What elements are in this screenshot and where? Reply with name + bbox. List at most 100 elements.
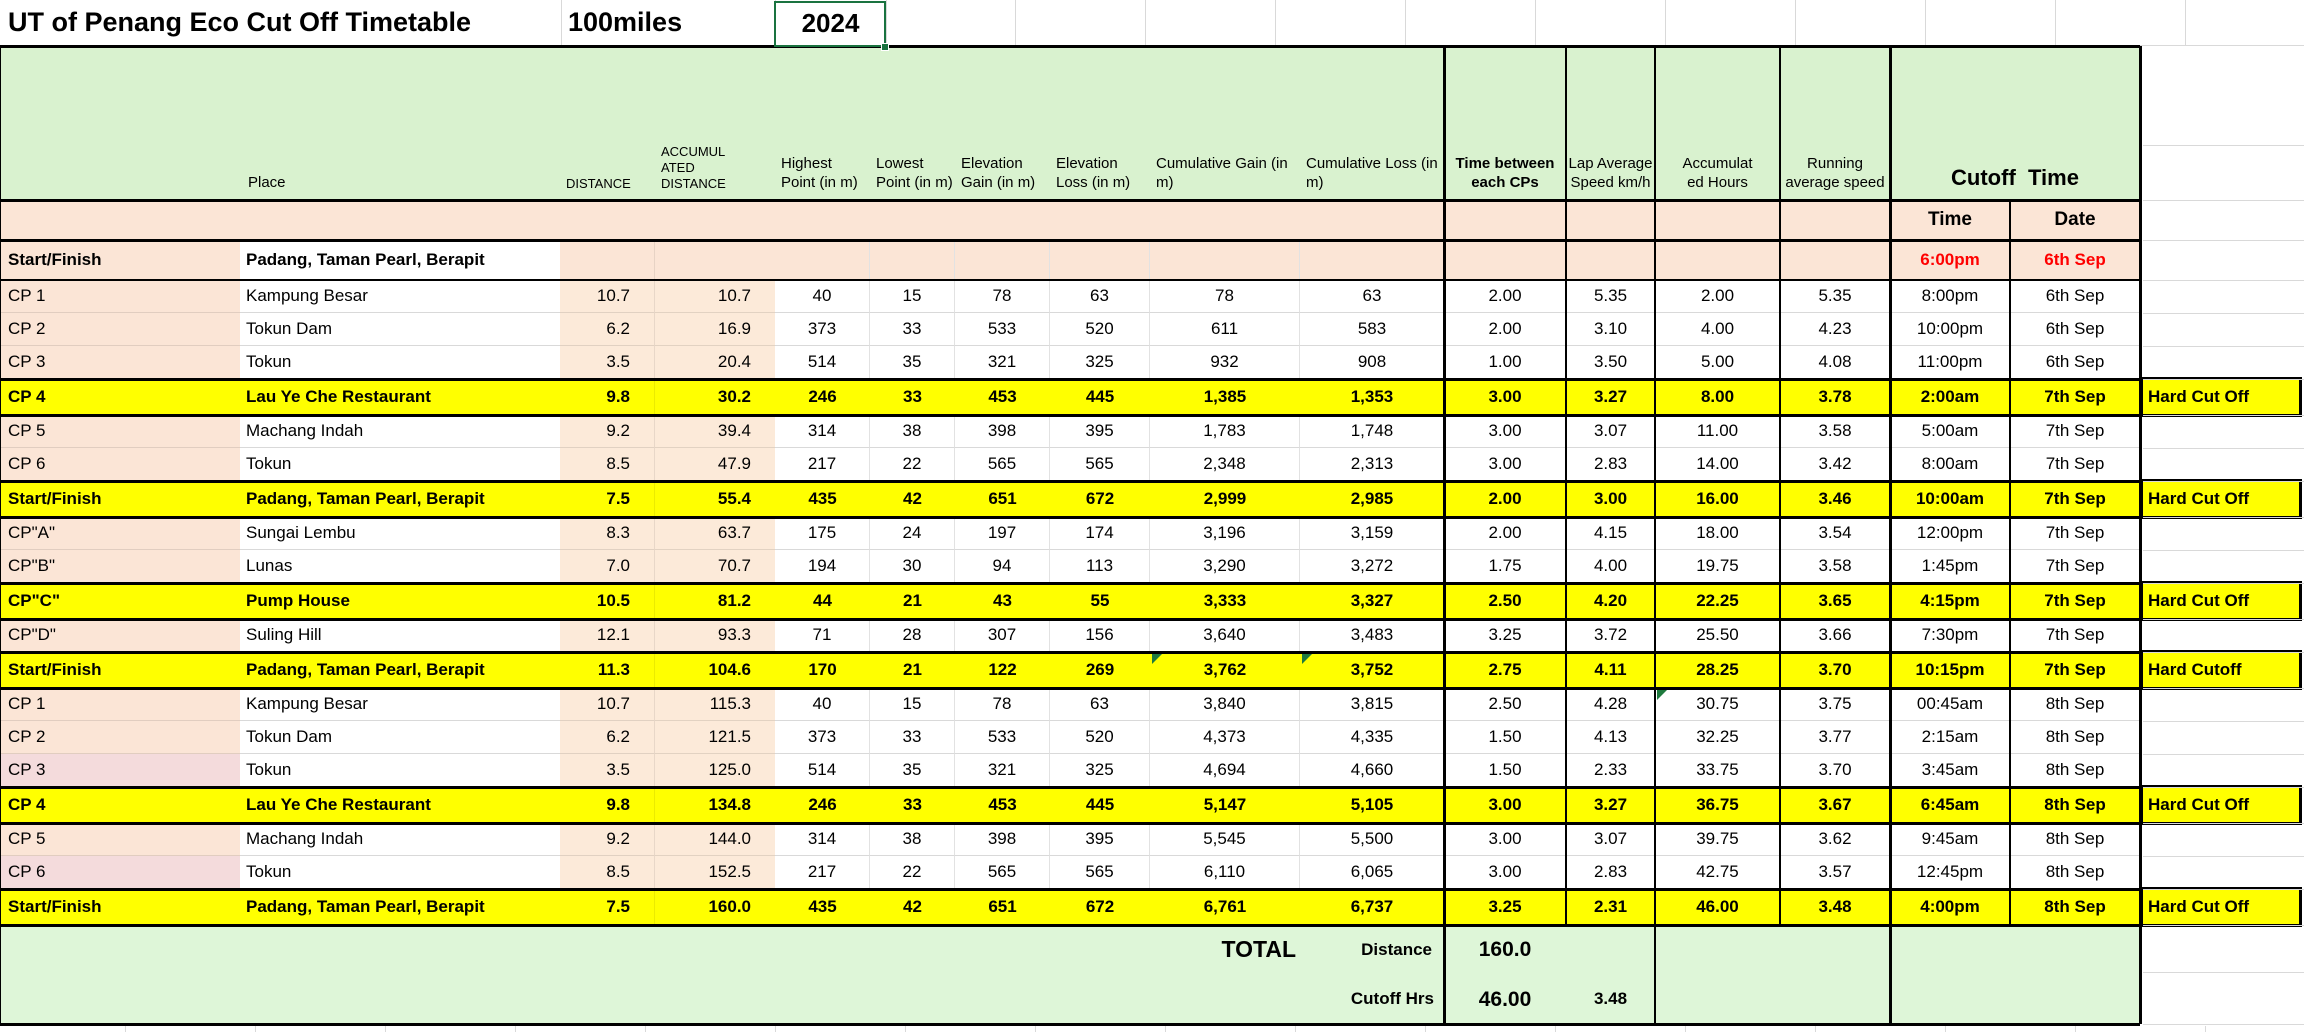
cell-r4-label[interactable]: CP 4 bbox=[0, 379, 240, 415]
cell-r15-cl[interactable]: 4,660 bbox=[1300, 754, 1444, 787]
subheader-time[interactable]: Time bbox=[1927, 208, 1972, 230]
cell-r3-tb[interactable]: 1.00 bbox=[1444, 346, 1566, 379]
cell-r6-d[interactable]: 8.5 bbox=[560, 448, 655, 481]
cell-r4-d[interactable]: 9.8 bbox=[560, 379, 655, 415]
cell-r16-ad[interactable]: 134.8 bbox=[655, 787, 775, 823]
cell-r2-t[interactable]: 10:00pm bbox=[1890, 313, 2010, 346]
cell-r10-tb[interactable]: 2.50 bbox=[1444, 583, 1566, 619]
cell-r16-ra[interactable]: 3.67 bbox=[1780, 787, 1890, 823]
cell-r10-ad[interactable]: 81.2 bbox=[655, 583, 775, 619]
cell-r3-place[interactable]: Tokun bbox=[240, 346, 560, 379]
cell-r5-hp[interactable]: 314 bbox=[775, 415, 870, 448]
cell-r14-hp[interactable]: 373 bbox=[775, 721, 870, 754]
cell-r4-cg[interactable]: 1,385 bbox=[1150, 379, 1300, 415]
cell-r1-lp[interactable]: 15 bbox=[870, 280, 955, 313]
cell-r9-cg[interactable]: 3,290 bbox=[1150, 550, 1300, 583]
cell-r8-cg[interactable]: 3,196 bbox=[1150, 517, 1300, 550]
cell-r19-lp[interactable]: 42 bbox=[870, 889, 955, 925]
cell-r3-lap[interactable]: 3.50 bbox=[1566, 346, 1655, 379]
cell-r19-eg[interactable]: 651 bbox=[955, 889, 1050, 925]
cell-r2-cl[interactable]: 583 bbox=[1300, 313, 1444, 346]
cell-r10-el[interactable]: 55 bbox=[1050, 583, 1150, 619]
cell-r7-ah[interactable]: 16.00 bbox=[1655, 481, 1780, 517]
cell-r1-d[interactable]: 10.7 bbox=[560, 280, 655, 313]
cell-r3-hp[interactable]: 514 bbox=[775, 346, 870, 379]
cell-r0-cg[interactable] bbox=[1150, 240, 1300, 280]
cell-r11-eg[interactable]: 307 bbox=[955, 619, 1050, 652]
cell-r15-ra[interactable]: 3.70 bbox=[1780, 754, 1890, 787]
cell-r17-hp[interactable]: 314 bbox=[775, 823, 870, 856]
cell-r19-ah[interactable]: 46.00 bbox=[1655, 889, 1780, 925]
cell-r13-ah[interactable]: 30.75 bbox=[1655, 688, 1780, 721]
cell-r6-ah[interactable]: 14.00 bbox=[1655, 448, 1780, 481]
cell-r13-ad[interactable]: 115.3 bbox=[655, 688, 775, 721]
header-elevation-loss[interactable]: Elevation Loss (in m) bbox=[1056, 155, 1131, 191]
cell-r15-eg[interactable]: 321 bbox=[955, 754, 1050, 787]
cell-r5-place[interactable]: Machang Indah bbox=[240, 415, 560, 448]
cell-r1-cl[interactable]: 63 bbox=[1300, 280, 1444, 313]
cell-r16-lp[interactable]: 33 bbox=[870, 787, 955, 823]
cell-r14-ra[interactable]: 3.77 bbox=[1780, 721, 1890, 754]
cell-r18-el[interactable]: 565 bbox=[1050, 856, 1150, 889]
cell-r19-tb[interactable]: 3.25 bbox=[1444, 889, 1566, 925]
cell-r11-cl[interactable]: 3,483 bbox=[1300, 619, 1444, 652]
cell-r10-d[interactable]: 10.5 bbox=[560, 583, 655, 619]
cell-r7-cl[interactable]: 2,985 bbox=[1300, 481, 1444, 517]
cell-r12-eg[interactable]: 122 bbox=[955, 652, 1050, 688]
hard-cutoff-cell[interactable]: Hard Cut Off bbox=[2140, 479, 2302, 519]
cell-r4-ad[interactable]: 30.2 bbox=[655, 379, 775, 415]
cell-r5-lp[interactable]: 38 bbox=[870, 415, 955, 448]
cell-r17-eg[interactable]: 398 bbox=[955, 823, 1050, 856]
cell-r4-tb[interactable]: 3.00 bbox=[1444, 379, 1566, 415]
cell-r9-t[interactable]: 1:45pm bbox=[1890, 550, 2010, 583]
cell-r16-ah[interactable]: 36.75 bbox=[1655, 787, 1780, 823]
cell-r10-t[interactable]: 4:15pm bbox=[1890, 583, 2010, 619]
cell-r14-label[interactable]: CP 2 bbox=[0, 721, 240, 754]
cell-r9-dt[interactable]: 7th Sep bbox=[2010, 550, 2140, 583]
header-time-between-cps[interactable]: Time between each CPs bbox=[1455, 155, 1555, 191]
cell-r1-label[interactable]: CP 1 bbox=[0, 280, 240, 313]
cell-r19-place[interactable]: Padang, Taman Pearl, Berapit bbox=[240, 889, 560, 925]
cell-r2-ra[interactable]: 4.23 bbox=[1780, 313, 1890, 346]
cell-r6-ra[interactable]: 3.42 bbox=[1780, 448, 1890, 481]
cell-r2-el[interactable]: 520 bbox=[1050, 313, 1150, 346]
cell-r13-ra[interactable]: 3.75 bbox=[1780, 688, 1890, 721]
cell-r11-label[interactable]: CP"D" bbox=[0, 619, 240, 652]
cell-r1-cg[interactable]: 78 bbox=[1150, 280, 1300, 313]
cell-r2-dt[interactable]: 6th Sep bbox=[2010, 313, 2140, 346]
cell-r15-d[interactable]: 3.5 bbox=[560, 754, 655, 787]
cell-r0-eg[interactable] bbox=[955, 240, 1050, 280]
cell-r12-t[interactable]: 10:15pm bbox=[1890, 652, 2010, 688]
cell-r2-lap[interactable]: 3.10 bbox=[1566, 313, 1655, 346]
cell-r17-tb[interactable]: 3.00 bbox=[1444, 823, 1566, 856]
cell-r16-dt[interactable]: 8th Sep bbox=[2010, 787, 2140, 823]
cell-r6-label[interactable]: CP 6 bbox=[0, 448, 240, 481]
cell-r0-hp[interactable] bbox=[775, 240, 870, 280]
cell-r19-label[interactable]: Start/Finish bbox=[0, 889, 240, 925]
cell-r3-dt[interactable]: 6th Sep bbox=[2010, 346, 2140, 379]
title-distance-cell[interactable]: 100miles bbox=[568, 7, 683, 38]
cell-r11-place[interactable]: Suling Hill bbox=[240, 619, 560, 652]
cell-r8-t[interactable]: 12:00pm bbox=[1890, 517, 2010, 550]
cell-r8-label[interactable]: CP"A" bbox=[0, 517, 240, 550]
cell-r12-label[interactable]: Start/Finish bbox=[0, 652, 240, 688]
cell-r14-tb[interactable]: 1.50 bbox=[1444, 721, 1566, 754]
header-running-average-speed[interactable]: Running average speed bbox=[1785, 155, 1885, 191]
cell-r1-t[interactable]: 8:00pm bbox=[1890, 280, 2010, 313]
cell-r17-cl[interactable]: 5,500 bbox=[1300, 823, 1444, 856]
header-lowest-point[interactable]: Lowest Point (in m) bbox=[876, 155, 953, 191]
cell-r3-lp[interactable]: 35 bbox=[870, 346, 955, 379]
header-highest-point[interactable]: Highest Point (in m) bbox=[781, 155, 858, 191]
cell-r6-ad[interactable]: 47.9 bbox=[655, 448, 775, 481]
header-cumulative-loss[interactable]: Cumulative Loss (in m) bbox=[1306, 155, 1438, 191]
cell-r16-d[interactable]: 9.8 bbox=[560, 787, 655, 823]
cell-r6-hp[interactable]: 217 bbox=[775, 448, 870, 481]
cell-r1-ra[interactable]: 5.35 bbox=[1780, 280, 1890, 313]
cell-r7-dt[interactable]: 7th Sep bbox=[2010, 481, 2140, 517]
hard-cutoff-cell[interactable]: Hard Cut Off bbox=[2140, 887, 2302, 927]
cell-r0-el[interactable] bbox=[1050, 240, 1150, 280]
cell-r13-label[interactable]: CP 1 bbox=[0, 688, 240, 721]
cell-r12-cl[interactable]: 3,752 bbox=[1300, 652, 1444, 688]
cell-r8-ra[interactable]: 3.54 bbox=[1780, 517, 1890, 550]
cell-r3-ra[interactable]: 4.08 bbox=[1780, 346, 1890, 379]
